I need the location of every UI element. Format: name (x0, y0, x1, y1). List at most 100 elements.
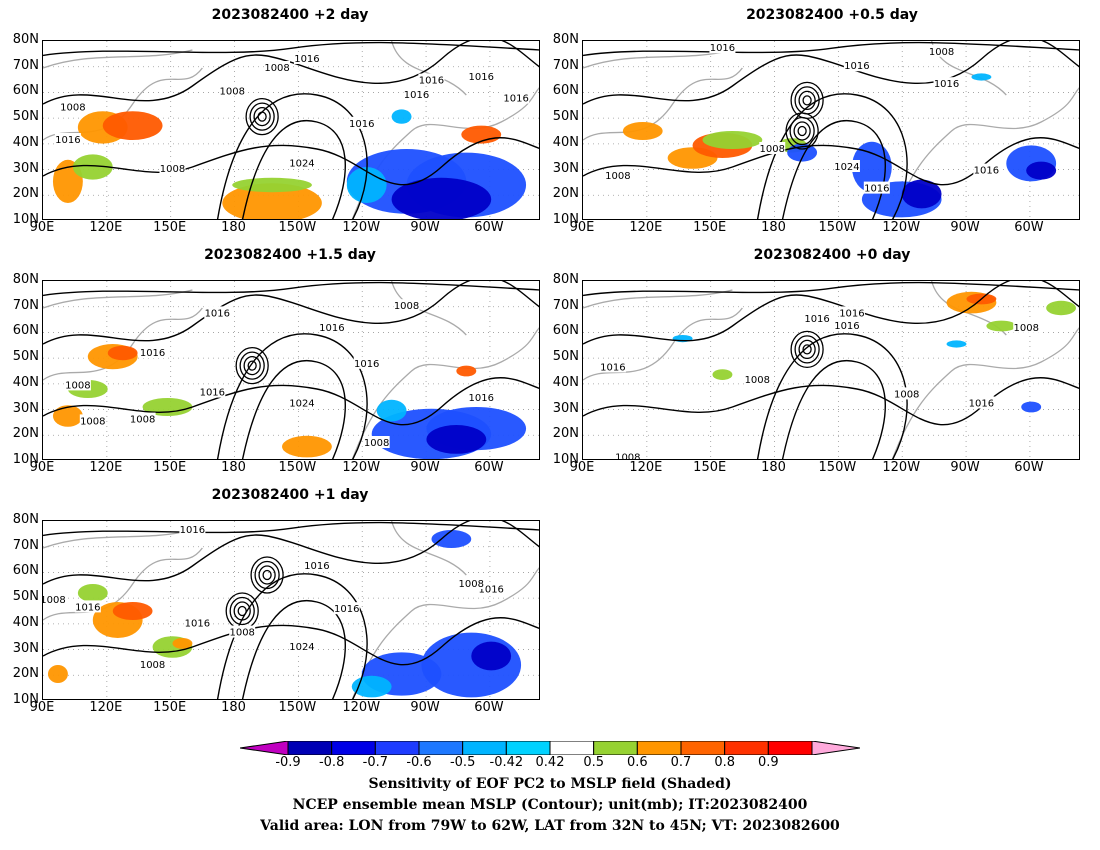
contour-label-bg (348, 116, 375, 129)
contour-label-bg (403, 88, 430, 100)
sensitivity-shade (282, 435, 332, 458)
contour-label: 1016 (75, 602, 100, 613)
mslp-contour (583, 41, 1079, 105)
lon-tick-label: 180 (221, 700, 246, 715)
lat-tick-label: 40N (552, 134, 579, 150)
low-pressure-center (254, 560, 280, 590)
lon-tick-label: 180 (761, 460, 786, 475)
lat-tick-label: 20N (552, 186, 579, 202)
panel-title-p05: 2023082400 +0.5 day (746, 7, 918, 23)
mslp-contour (781, 120, 886, 219)
lon-tick-label: 60W (474, 220, 504, 235)
mslp-contour (43, 137, 539, 186)
sensitivity-shade (376, 399, 407, 422)
contour-label: 1016 (974, 166, 999, 177)
lon-tick-label: 150W (818, 220, 857, 235)
contour-label: 1024 (289, 398, 314, 409)
lon-tick-label: 90E (29, 220, 55, 235)
contour-label: 1008 (160, 164, 185, 175)
lat-tick-label: 60N (12, 563, 39, 579)
lon-tick-label: 120W (342, 220, 381, 235)
contour-label: 1024 (289, 158, 314, 169)
sensitivity-shade (232, 177, 312, 193)
contour-label: 1008 (760, 144, 785, 155)
contour-label-bg (418, 73, 445, 86)
lon-tick-label: 90W (950, 460, 980, 475)
mslp-contour (216, 93, 368, 219)
contour-label: 1008 (929, 47, 954, 58)
low-pressure-center (794, 335, 820, 364)
low-pressure-center (798, 90, 816, 111)
contour-label: 1008 (364, 438, 389, 449)
lat-tick-label: 50N (12, 589, 39, 605)
lat-tick-label: 40N (12, 374, 39, 390)
coastline (43, 49, 193, 69)
contour-label-bg (288, 640, 315, 652)
lon-tick-label: 150E (693, 460, 727, 475)
sensitivity-shade (112, 602, 153, 620)
contour-label-bg (139, 346, 166, 358)
sensitivity-shade (712, 369, 733, 380)
colorbar-swatch (418, 741, 464, 755)
sensitivity-shade (172, 638, 193, 649)
contour-label: 1024 (289, 642, 314, 653)
contour-label: 1016 (969, 398, 994, 409)
lon-tick-label: 120W (342, 460, 381, 475)
contour-label-bg (933, 77, 960, 90)
colorbar-min-arrow (240, 741, 289, 755)
lon-tick-label: 150W (278, 460, 317, 475)
colorbar-level-label: -0.6 (406, 755, 432, 770)
low-pressure-center (235, 346, 269, 385)
contour-label-bg (744, 373, 771, 385)
mslp-contour (583, 281, 1079, 345)
contour-label-bg (179, 523, 206, 535)
sensitivity-shade (946, 340, 967, 348)
panel-title-p15: 2023082400 +1.5 day (204, 247, 376, 263)
colorbar-swatch (505, 741, 551, 755)
lat-tick-label: 30N (12, 640, 39, 656)
sensitivity-shade (47, 665, 68, 683)
mslp-contour (756, 333, 908, 459)
low-pressure-center (798, 339, 816, 360)
coastline (43, 67, 203, 141)
contour-label-bg (458, 577, 485, 589)
lon-tick-label: 120E (629, 460, 663, 475)
sensitivity-shade (391, 177, 492, 219)
low-pressure-center (793, 121, 811, 141)
lon-tick-label: 180 (761, 220, 786, 235)
map-canvas-p2: 1008 1016 1008 1016 1008 1024 1016 1016 1016 1016… (43, 41, 539, 219)
lon-tick-label: 150W (278, 700, 317, 715)
contour-label-bg (968, 396, 995, 409)
contour-label: 1016 (839, 308, 864, 319)
contour-label: 1008 (459, 579, 484, 590)
mslp-contour (583, 137, 1079, 186)
low-pressure-center (797, 125, 807, 137)
coastline (43, 547, 203, 621)
contour-label: 1008 (220, 86, 245, 97)
lon-tick-label: 150E (153, 220, 187, 235)
lon-tick-label: 120E (89, 220, 123, 235)
contour-label: 1016 (334, 604, 359, 615)
lat-tick-label: 50N (552, 349, 579, 365)
sensitivity-shade (426, 425, 487, 454)
sensitivity-shade (1021, 401, 1042, 413)
contour-label-bg (199, 385, 226, 398)
contour-label: 1016 (180, 525, 205, 536)
contour-label: 1016 (864, 184, 889, 195)
lon-tick-label: 120W (882, 460, 921, 475)
mslp-contour (43, 521, 539, 537)
contour-label: 1016 (349, 119, 374, 130)
lat-tick-label: 60N (12, 323, 39, 339)
contour-label-bg (478, 582, 505, 595)
sensitivity-shade (622, 122, 663, 140)
lon-tick-label: 90E (29, 700, 55, 715)
lon-tick-label: 150E (153, 460, 187, 475)
lat-tick-label: 40N (12, 614, 39, 630)
sensitivity-shade (471, 641, 512, 671)
contour-label-bg (204, 306, 231, 319)
map-canvas-p1: 1016101610161008101610241016100810161008… (43, 521, 539, 699)
coastline (43, 289, 193, 309)
contour-label-bg (129, 412, 156, 425)
low-pressure-center (239, 351, 265, 380)
contour-label-bg (54, 133, 81, 145)
